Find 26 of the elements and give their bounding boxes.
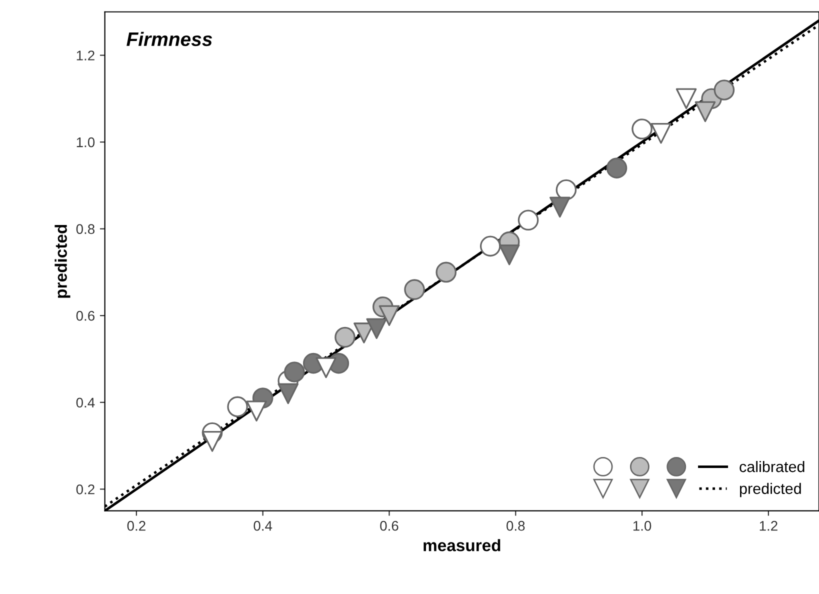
point xyxy=(676,88,697,110)
x-tick-label: 0.2 xyxy=(127,520,146,531)
point xyxy=(316,357,336,378)
text: Firmness xyxy=(126,32,212,46)
x-tick-label: 0.4 xyxy=(254,520,272,531)
point xyxy=(278,383,299,404)
point xyxy=(498,244,520,266)
y-tick-label: 0.2 xyxy=(76,484,94,494)
point xyxy=(246,400,267,422)
text: predicted xyxy=(740,482,801,498)
y-tick-label: 1.2 xyxy=(76,50,94,60)
x-axis-title: measured xyxy=(424,539,500,552)
y-axis-title: predicted xyxy=(54,224,70,298)
y-tick-label: 0.8 xyxy=(76,224,95,234)
y-tick-label: 1.0 xyxy=(76,137,95,148)
point xyxy=(549,196,570,218)
y-tick-label: 0.4 xyxy=(76,398,95,408)
x-tick-label: 0.8 xyxy=(506,520,525,531)
point xyxy=(202,431,223,452)
x-tick-label: 1.2 xyxy=(760,520,778,531)
x-tick-label: 0.6 xyxy=(380,520,398,531)
x-tick-label: 1.0 xyxy=(633,520,652,531)
point xyxy=(650,122,672,144)
y-tick-label: 0.6 xyxy=(76,310,94,321)
point xyxy=(366,318,387,340)
text: calibrated xyxy=(740,460,804,472)
